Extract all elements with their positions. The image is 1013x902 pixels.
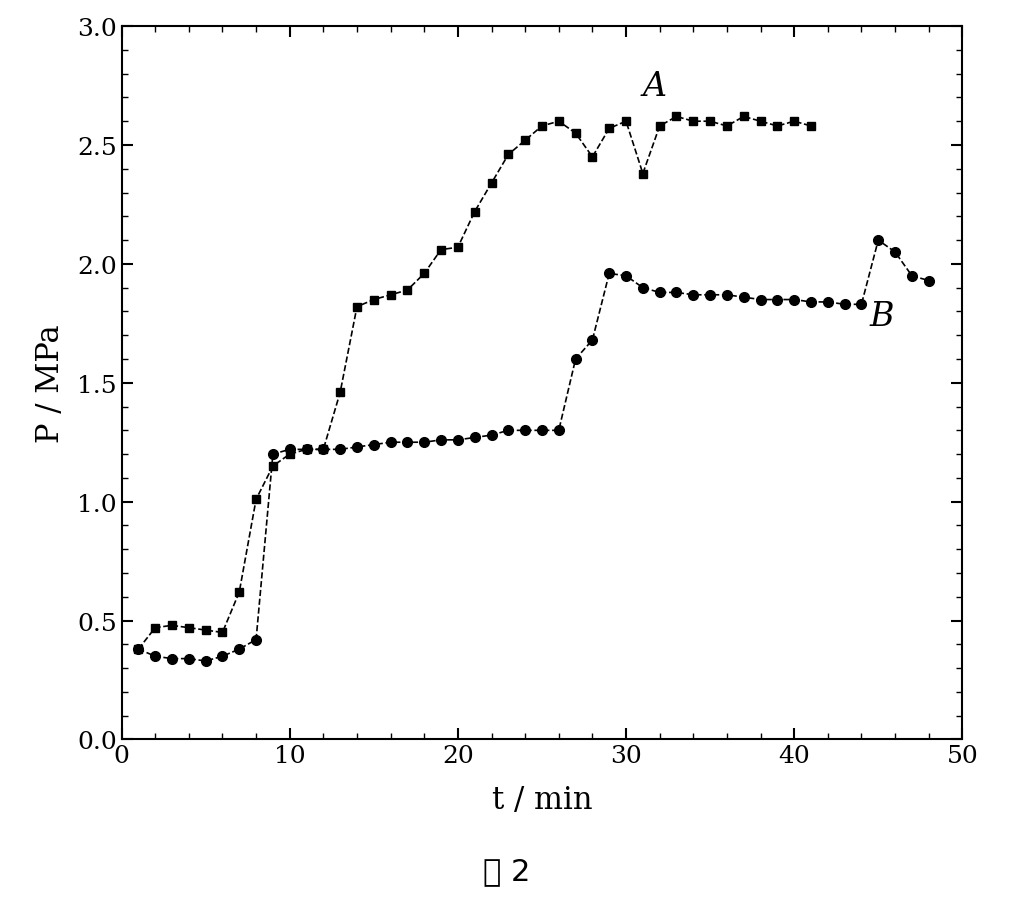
- Text: 图 2: 图 2: [483, 856, 530, 885]
- Y-axis label: P / MPa: P / MPa: [34, 324, 66, 443]
- X-axis label: t / min: t / min: [491, 784, 593, 815]
- Text: B: B: [870, 301, 894, 333]
- Text: A: A: [643, 71, 667, 103]
